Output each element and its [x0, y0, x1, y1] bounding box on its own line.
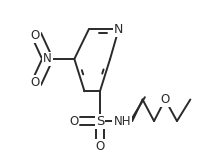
Text: O: O	[161, 93, 170, 106]
Text: O: O	[95, 140, 105, 153]
Text: NH: NH	[113, 115, 131, 128]
Text: O: O	[30, 29, 40, 42]
Text: O: O	[69, 115, 78, 128]
Text: S: S	[96, 115, 104, 128]
Text: O: O	[30, 76, 40, 89]
Text: N: N	[43, 52, 52, 65]
Text: N: N	[114, 23, 123, 36]
